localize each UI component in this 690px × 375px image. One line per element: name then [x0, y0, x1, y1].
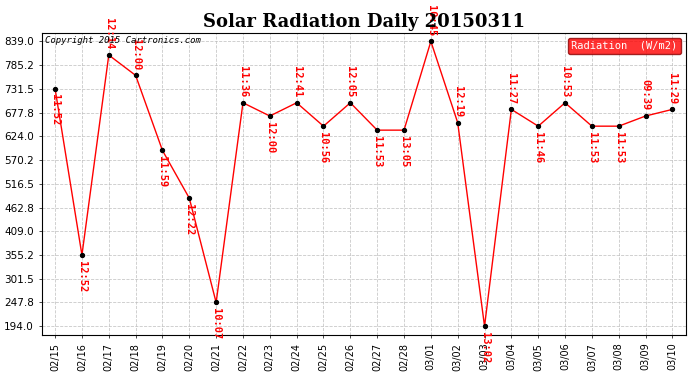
Point	[533, 123, 544, 129]
Text: 13:02: 13:02	[480, 332, 489, 363]
Point	[506, 106, 517, 112]
Point	[104, 52, 115, 58]
Text: 11:36: 11:36	[238, 66, 248, 97]
Point	[210, 300, 221, 306]
Text: 11:53: 11:53	[613, 132, 624, 163]
Text: 12:00: 12:00	[265, 122, 275, 153]
Point	[50, 86, 61, 92]
Point	[452, 120, 463, 126]
Text: 13:05: 13:05	[399, 136, 409, 167]
Text: 11:59: 11:59	[157, 156, 168, 187]
Point	[667, 106, 678, 112]
Text: 12:22: 12:22	[184, 204, 195, 235]
Text: 10:53: 10:53	[560, 66, 570, 97]
Point	[586, 123, 598, 129]
Text: 09:39: 09:39	[640, 79, 651, 111]
Text: 10:56: 10:56	[319, 132, 328, 163]
Text: 11:53: 11:53	[372, 136, 382, 167]
Text: 12:52: 12:52	[77, 261, 87, 292]
Point	[399, 127, 410, 133]
Point	[77, 252, 88, 258]
Point	[613, 123, 624, 129]
Point	[264, 113, 275, 119]
Text: 11:53: 11:53	[587, 132, 597, 163]
Text: 11:52: 11:52	[50, 94, 60, 126]
Point	[157, 147, 168, 153]
Title: Solar Radiation Daily 20150311: Solar Radiation Daily 20150311	[203, 13, 525, 31]
Point	[318, 123, 329, 129]
Legend: Radiation  (W/m2): Radiation (W/m2)	[568, 38, 680, 54]
Point	[372, 127, 383, 133]
Text: 10:07: 10:07	[211, 308, 221, 339]
Text: 12:14: 12:14	[104, 18, 114, 50]
Point	[640, 113, 651, 119]
Text: 11:46: 11:46	[533, 132, 543, 163]
Text: 11:29: 11:29	[667, 73, 678, 104]
Point	[237, 100, 248, 106]
Point	[184, 195, 195, 201]
Point	[479, 323, 490, 329]
Point	[291, 100, 302, 106]
Text: 12:00: 12:00	[130, 39, 141, 70]
Text: 12:41: 12:41	[292, 66, 302, 97]
Text: 11:27: 11:27	[506, 73, 516, 104]
Text: Copyright 2015 Cartronics.com: Copyright 2015 Cartronics.com	[45, 36, 201, 45]
Point	[425, 38, 436, 44]
Text: 12:19: 12:19	[453, 86, 463, 117]
Point	[345, 100, 356, 106]
Text: 12:05: 12:05	[345, 66, 355, 97]
Text: 10:45: 10:45	[426, 4, 436, 36]
Point	[560, 100, 571, 106]
Point	[130, 72, 141, 78]
